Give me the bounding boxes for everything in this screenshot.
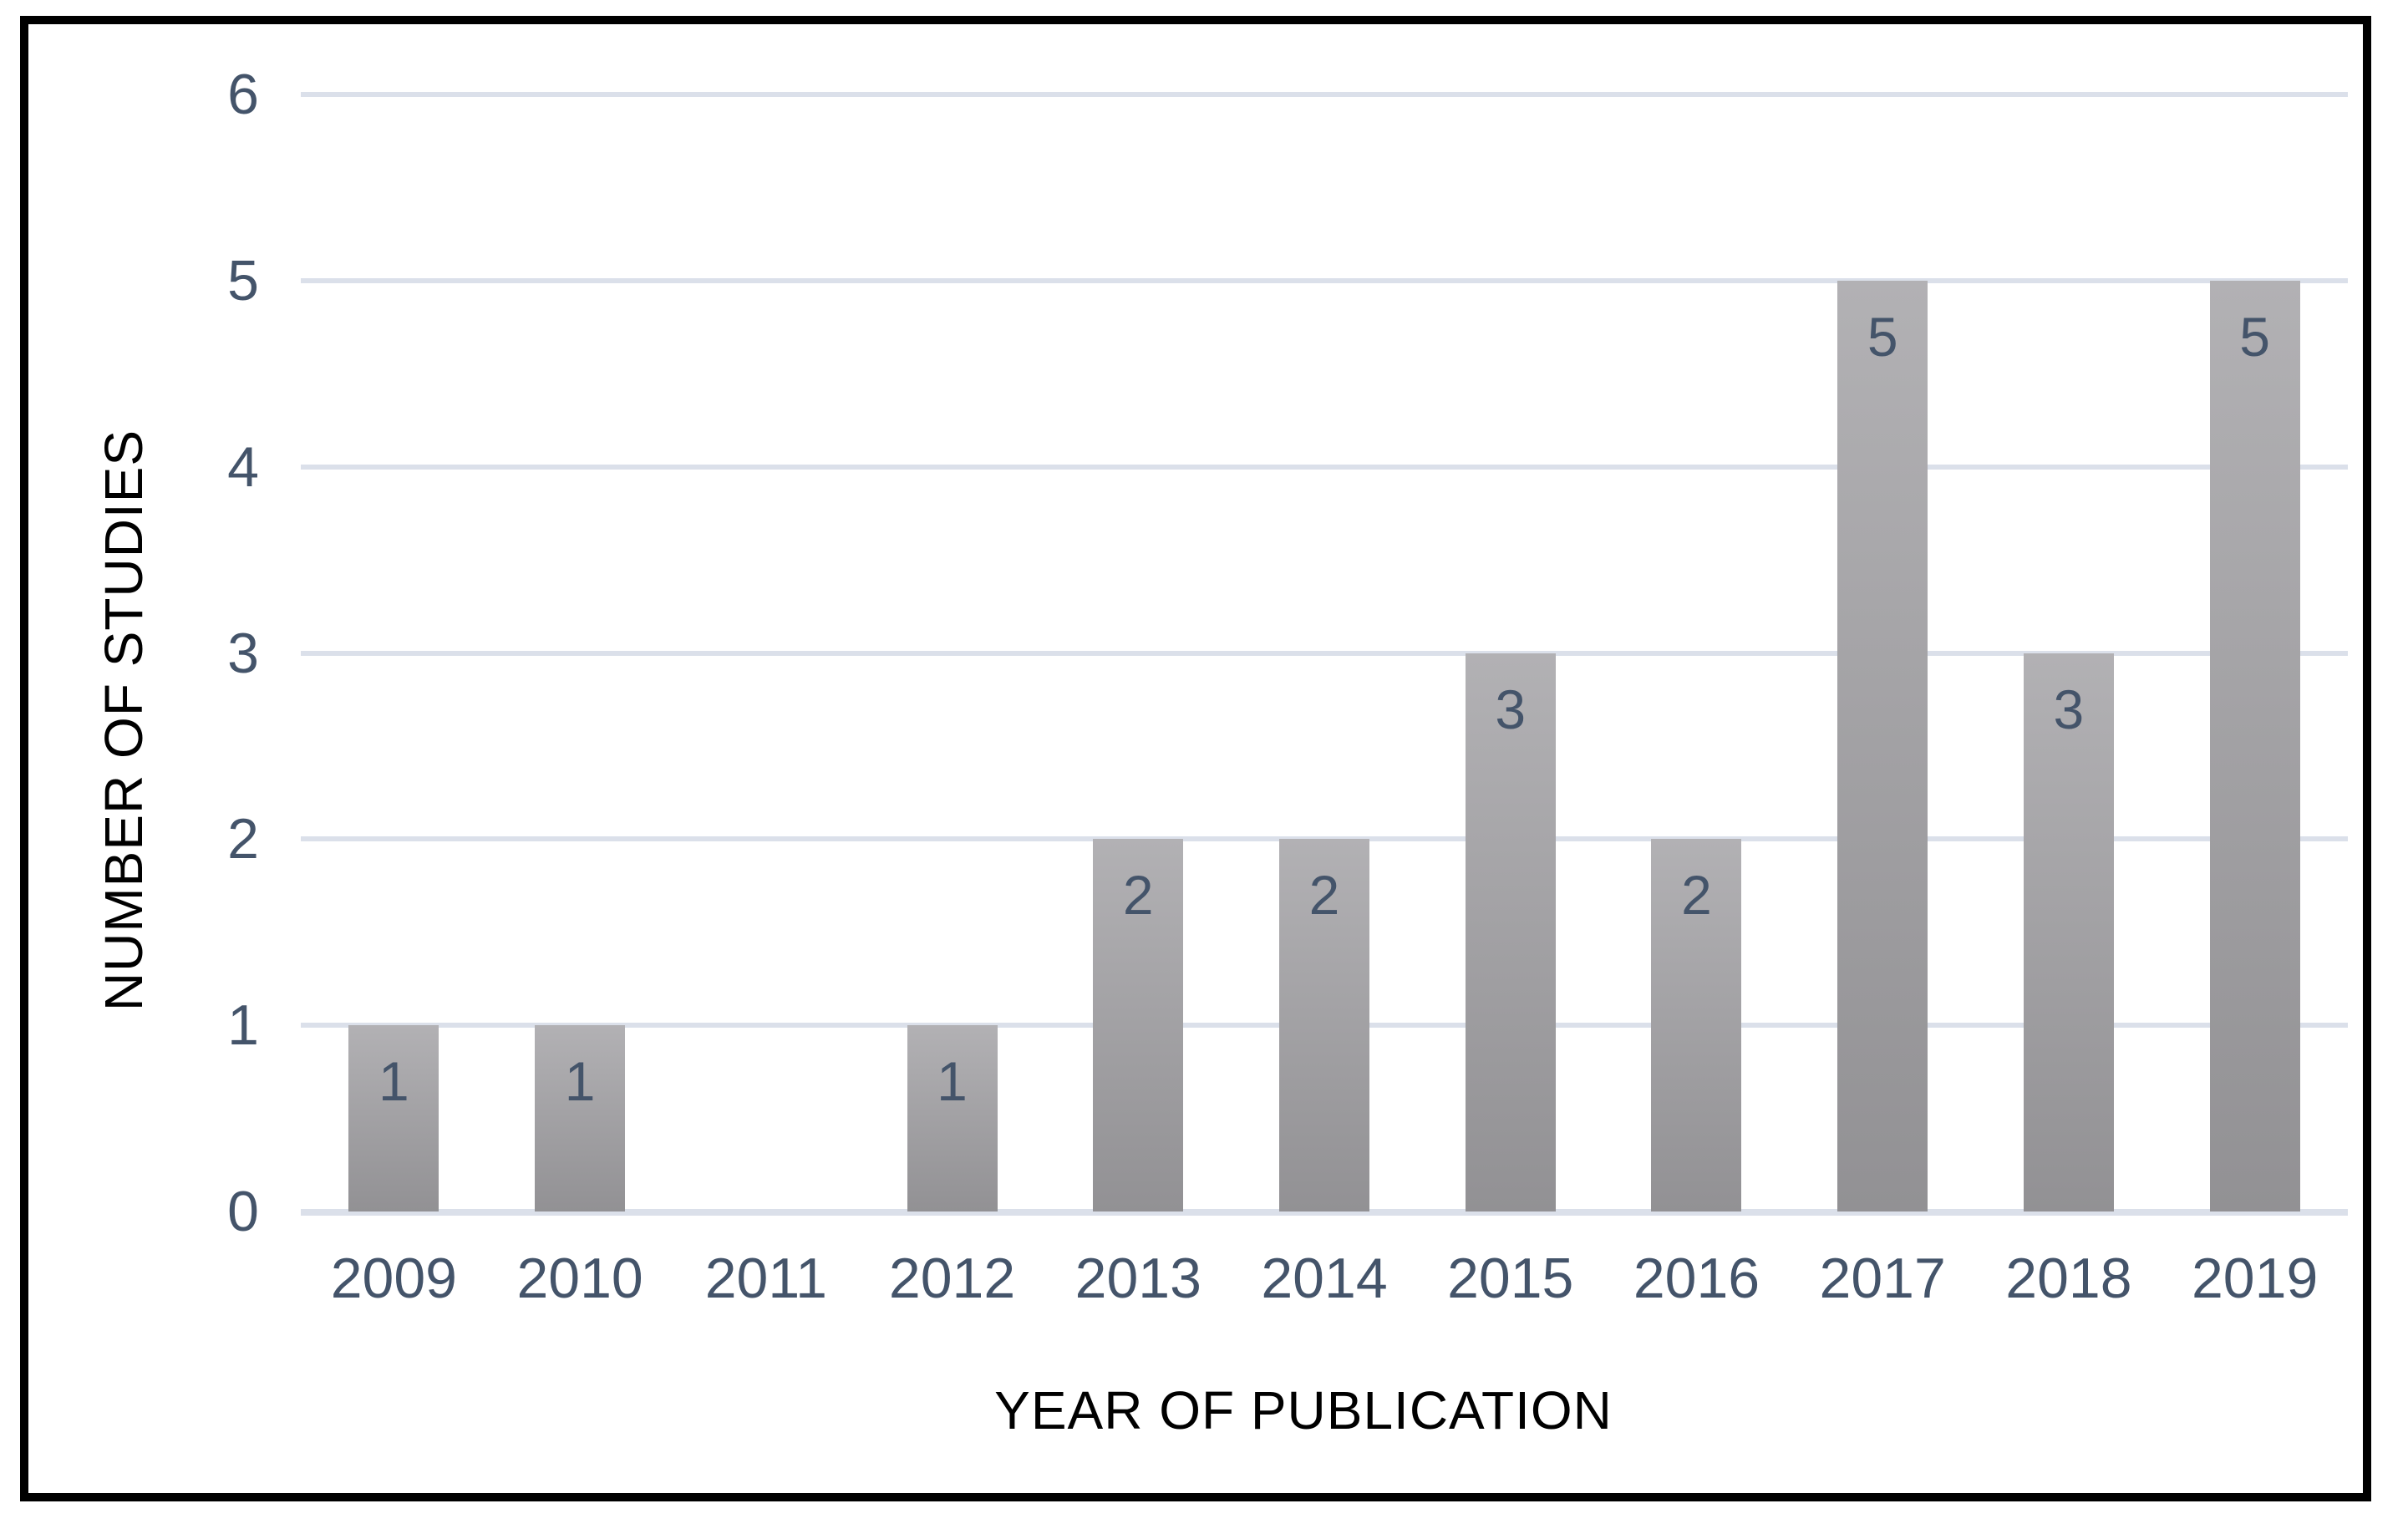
y-tick-label-1: 1: [227, 993, 259, 1058]
x-tick-label-2011: 2011: [704, 1247, 827, 1310]
y-tick-label-3: 3: [227, 621, 259, 685]
data-label-2009: 1: [378, 1050, 409, 1113]
bar-2019: [2209, 280, 2300, 1211]
gridline-y-5: [301, 277, 2348, 283]
bar-2014: [1279, 839, 1369, 1211]
bar-2012: [907, 1025, 998, 1211]
bar-2017: [1837, 280, 1928, 1211]
bar-2018: [2023, 653, 2114, 1211]
data-label-2012: 1: [937, 1050, 968, 1113]
data-label-2015: 3: [1495, 678, 1527, 740]
bar-2013: [1093, 839, 1184, 1211]
y-tick-label-0: 0: [227, 1180, 259, 1243]
bar-2010: [535, 1025, 626, 1211]
y-axis-title: NUMBER OF STUDIES: [94, 429, 154, 1012]
gridline-y-3: [301, 650, 2348, 656]
data-label-2014: 2: [1308, 864, 1340, 927]
x-tick-label-2017: 2017: [1819, 1247, 1946, 1310]
data-label-2019: 5: [2239, 305, 2270, 368]
y-tick-label-4: 4: [227, 434, 259, 499]
x-tick-label-2019: 2019: [2191, 1247, 2319, 1310]
x-tick-label-2013: 2013: [1074, 1247, 1201, 1310]
bar-2015: [1465, 653, 1556, 1211]
x-tick-label-2016: 2016: [1633, 1247, 1760, 1310]
y-tick-label-2: 2: [227, 807, 259, 871]
y-tick-label-5: 5: [227, 248, 259, 312]
data-label-2017: 5: [1867, 305, 1898, 368]
chart-outer-border: [20, 16, 2371, 1501]
data-label-2010: 1: [564, 1050, 596, 1113]
x-tick-label-2010: 2010: [516, 1247, 643, 1310]
gridline-y-4: [301, 464, 2348, 470]
y-tick-label-6: 6: [227, 63, 259, 126]
bar-2016: [1651, 839, 1742, 1211]
x-tick-label-2018: 2018: [2005, 1247, 2132, 1310]
bar-2009: [348, 1025, 439, 1211]
x-axis-title: YEAR OF PUBLICATION: [994, 1380, 1613, 1440]
data-label-2018: 3: [2053, 678, 2085, 740]
data-label-2016: 2: [1681, 864, 1712, 927]
data-label-2013: 2: [1122, 864, 1154, 927]
x-tick-label-2014: 2014: [1261, 1247, 1388, 1310]
x-tick-label-2015: 2015: [1447, 1247, 1574, 1310]
x-tick-label-2012: 2012: [888, 1247, 1016, 1310]
plot-area: 1 1 1 2 2 3 2 5 3 5: [301, 92, 2348, 1216]
gridline-y-0: [301, 1209, 2348, 1216]
gridline-y-6: [301, 92, 2348, 97]
x-tick-label-2009: 2009: [330, 1247, 457, 1310]
